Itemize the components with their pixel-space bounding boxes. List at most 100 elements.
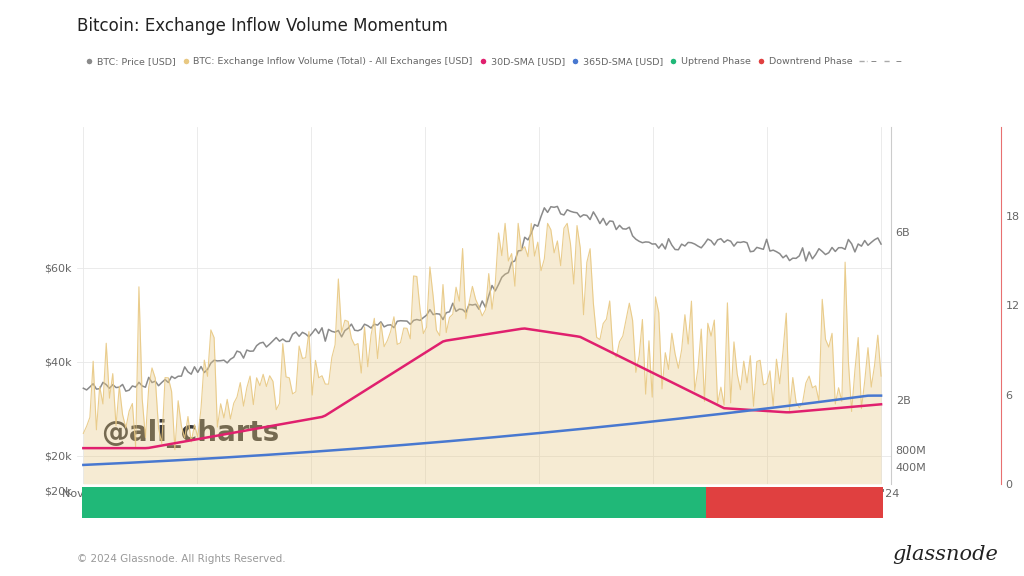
Bar [458, 487, 461, 518]
Bar [268, 487, 271, 518]
Bar [631, 487, 634, 518]
Bar [294, 487, 298, 518]
Bar [373, 487, 376, 518]
Bar [147, 487, 151, 518]
Bar [118, 487, 121, 518]
Bar [249, 487, 252, 518]
Bar [101, 487, 104, 518]
Bar [167, 487, 170, 518]
Bar [389, 487, 392, 518]
Bar [200, 487, 203, 518]
Bar [461, 487, 464, 518]
Bar [814, 487, 817, 518]
Bar [543, 487, 546, 518]
Bar [798, 487, 801, 518]
Bar [768, 487, 771, 518]
Bar [625, 487, 628, 518]
Bar [719, 487, 723, 518]
Bar [667, 487, 671, 518]
Bar [749, 487, 752, 518]
Bar [483, 487, 487, 518]
Bar [301, 487, 304, 518]
Bar [425, 487, 428, 518]
Bar [225, 487, 228, 518]
Bar [863, 487, 866, 518]
Bar [801, 487, 804, 518]
Bar [532, 487, 537, 518]
Bar [759, 487, 762, 518]
Bar [549, 487, 553, 518]
Bar [350, 487, 353, 518]
Bar [239, 487, 242, 518]
Bar [321, 487, 324, 518]
Bar [340, 487, 343, 518]
Bar [127, 487, 131, 518]
Bar [856, 487, 860, 518]
Text: Bitcoin: Exchange Inflow Volume Momentum: Bitcoin: Exchange Inflow Volume Momentum [77, 17, 447, 35]
Bar [228, 487, 232, 518]
Bar [242, 487, 245, 518]
Bar [650, 487, 654, 518]
Bar [265, 487, 268, 518]
Bar [115, 487, 118, 518]
Bar [729, 487, 732, 518]
Bar [487, 487, 490, 518]
Bar [513, 487, 516, 518]
Bar [291, 487, 294, 518]
Bar [480, 487, 484, 518]
Bar [582, 487, 586, 518]
Bar [601, 487, 605, 518]
Bar [710, 487, 713, 518]
Bar [111, 487, 115, 518]
Bar [723, 487, 726, 518]
Bar [565, 487, 569, 518]
Bar [792, 487, 795, 518]
Bar [219, 487, 222, 518]
Bar [742, 487, 745, 518]
Bar [154, 487, 157, 518]
Bar [245, 487, 249, 518]
Bar [735, 487, 739, 518]
Bar [412, 487, 415, 518]
Bar [850, 487, 853, 518]
Bar [585, 487, 589, 518]
Bar [124, 487, 128, 518]
Bar [91, 487, 95, 518]
Bar [203, 487, 206, 518]
Bar [572, 487, 575, 518]
Bar [151, 487, 154, 518]
Bar [523, 487, 526, 518]
Bar [85, 487, 88, 518]
Bar [702, 487, 707, 518]
Bar [435, 487, 438, 518]
Bar [608, 487, 611, 518]
Bar [670, 487, 674, 518]
Bar [660, 487, 664, 518]
Bar [540, 487, 543, 518]
Bar [386, 487, 389, 518]
Bar [647, 487, 650, 518]
Bar [745, 487, 749, 518]
Bar [739, 487, 742, 518]
Bar [398, 487, 402, 518]
Text: $20k: $20k [44, 487, 72, 497]
Bar [795, 487, 798, 518]
Bar [307, 487, 310, 518]
Bar [359, 487, 362, 518]
Bar [131, 487, 134, 518]
Bar [209, 487, 213, 518]
Text: @ali_charts: @ali_charts [101, 419, 280, 448]
Bar [778, 487, 781, 518]
Bar [556, 487, 559, 518]
Bar [362, 487, 367, 518]
Bar [847, 487, 850, 518]
Bar [160, 487, 164, 518]
Bar [575, 487, 579, 518]
Bar [343, 487, 346, 518]
Bar [641, 487, 644, 518]
Bar [193, 487, 197, 518]
Bar [324, 487, 327, 518]
Bar [494, 487, 497, 518]
Bar [164, 487, 167, 518]
Bar [422, 487, 425, 518]
